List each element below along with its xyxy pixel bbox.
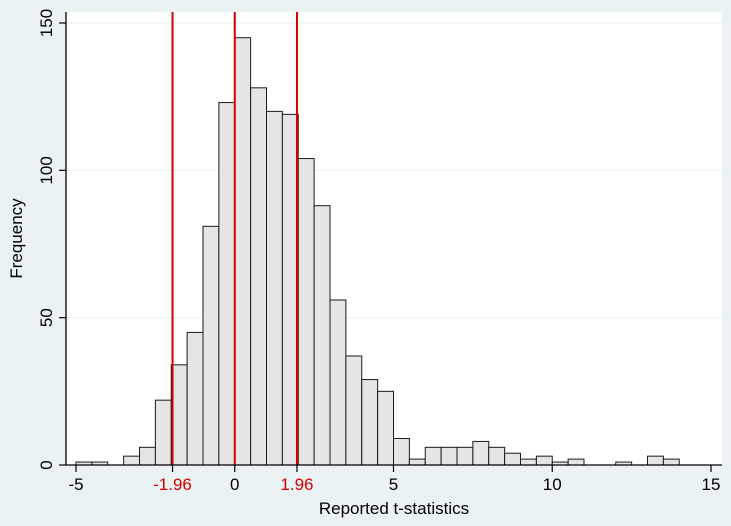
- histogram-bar: [297, 158, 315, 466]
- x-axis-ticks: -5 0 5 10 15 -1.96 1.96: [68, 465, 720, 494]
- histogram-bar: [567, 458, 585, 466]
- x-tick-label: 15: [702, 475, 721, 494]
- histogram-bar: [186, 331, 204, 466]
- histogram-bar: [250, 87, 267, 466]
- y-tick-label: 100: [37, 156, 56, 184]
- y-tick-label: 50: [37, 308, 56, 327]
- histogram-bar: [647, 455, 664, 466]
- histogram-bar: [520, 458, 537, 466]
- x-tick-label: -5: [68, 475, 83, 494]
- histogram-bar: [361, 379, 379, 466]
- histogram-bar: [170, 364, 188, 466]
- reference-tick-label: -1.96: [153, 475, 192, 494]
- gridlines: [66, 22, 722, 319]
- histogram-bar: [313, 205, 331, 466]
- histogram-bar: [393, 437, 410, 466]
- histogram-bar: [202, 225, 220, 466]
- histogram-bar: [535, 455, 553, 466]
- y-tick-label: 0: [37, 460, 56, 469]
- histogram-bar: [139, 446, 156, 466]
- histogram-bar: [266, 110, 283, 466]
- histogram-bar: [329, 299, 347, 466]
- histogram-bar: [234, 37, 252, 466]
- histogram-bar: [440, 446, 458, 466]
- histogram-bar: [424, 446, 442, 466]
- histogram-bar: [488, 446, 506, 466]
- x-tick-label: 5: [389, 475, 398, 494]
- reference-lines: [171, 12, 298, 465]
- histogram-bar: [218, 102, 236, 466]
- histogram-bar: [345, 355, 363, 466]
- histogram-bar: [504, 452, 521, 466]
- histogram-bar: [662, 458, 680, 466]
- y-tick-label: 150: [37, 9, 56, 37]
- x-tick-label: 0: [230, 475, 239, 494]
- histogram-bar: [472, 440, 490, 466]
- histogram-bar: [123, 455, 140, 466]
- histogram-bar: [154, 399, 172, 466]
- x-tick-label: 10: [543, 475, 562, 494]
- y-axis-title: Frequency: [7, 198, 26, 279]
- x-axis-title: Reported t-statistics: [319, 499, 469, 518]
- histogram-bar: [408, 458, 426, 466]
- reference-tick-label: 1.96: [280, 475, 313, 494]
- histogram-bar: [377, 390, 394, 466]
- histogram-bar: [281, 113, 299, 466]
- histogram-bar: [456, 446, 474, 466]
- y-axis-ticks: 0 50 100 150: [37, 9, 66, 470]
